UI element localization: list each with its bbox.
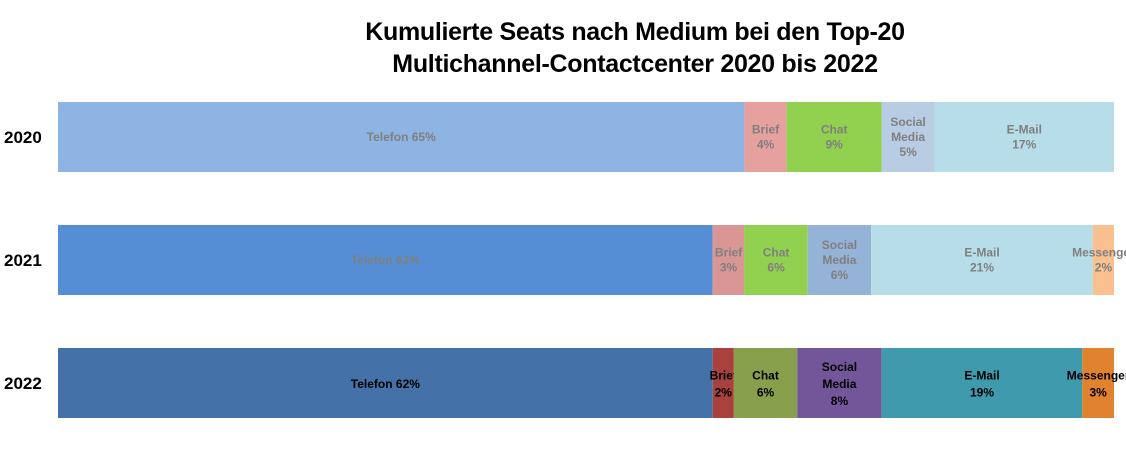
data-label-2021-brief: Brief 3% xyxy=(715,246,743,275)
year-label-2021: 2021 xyxy=(4,251,42,270)
bar-segment-2020-brief xyxy=(744,102,787,172)
chart-title-line-2: Multichannel-Contactcenter 2020 bis 2022 xyxy=(392,50,878,78)
bar-segment-2022-e-mail xyxy=(881,348,1083,418)
data-label-2022-chat: Chat 6% xyxy=(752,368,779,399)
chart-title-line-1: Kumulierte Seats nach Medium bei den Top… xyxy=(365,18,905,46)
data-label-2021-social-media: Social Media 6% xyxy=(822,238,857,282)
data-label-2020-e-mail: E-Mail 17% xyxy=(1007,123,1042,152)
bar-segment-2020-e-mail xyxy=(934,102,1114,172)
bar-segment-2022-messenger xyxy=(1082,348,1114,418)
bar-segment-2021-e-mail xyxy=(871,225,1093,295)
year-label-2022: 2022 xyxy=(4,374,42,393)
bar-segment-2022-brief xyxy=(712,348,734,418)
year-label-2020: 2020 xyxy=(4,128,42,147)
bar-segment-2020-social-media xyxy=(881,102,935,172)
data-label-2021-messenger: Messenger2% xyxy=(1072,246,1126,275)
data-label-2020-social-media: Social Media 5% xyxy=(890,115,925,159)
data-label-2022-social-media: Social Media 8% xyxy=(822,360,857,408)
data-label-2021-chat: Chat 6% xyxy=(763,246,790,275)
data-label-2021-e-mail: E-Mail 21% xyxy=(964,246,999,275)
data-label-2020-telefon: Telefon 65% xyxy=(367,130,436,144)
data-label-2022-telefon: Telefon 62% xyxy=(351,377,420,391)
data-label-2021-telefon: Telefon 62% xyxy=(351,253,420,267)
bar-segment-2021-chat xyxy=(744,225,808,295)
bar-segment-2022-telefon xyxy=(58,348,713,418)
data-label-2022-messenger: Messenger 3% xyxy=(1067,368,1126,399)
bar-segment-2020-chat xyxy=(786,102,882,172)
bar-segment-2021-social-media xyxy=(807,225,872,295)
bar-segment-2020-telefon xyxy=(58,102,745,172)
bar-segment-2021-telefon xyxy=(58,225,713,295)
data-label-2020-brief: Brief 4% xyxy=(752,123,780,152)
bar-segment-2021-brief xyxy=(712,225,745,295)
data-label-2022-e-mail: E-Mail 19% xyxy=(964,368,999,399)
chart-title: Kumulierte Seats nach Medium bei den Top… xyxy=(270,16,1000,80)
bar-segment-2021-messenger xyxy=(1092,225,1114,295)
data-label-2020-chat: Chat 9% xyxy=(821,123,848,152)
bar-segment-2022-chat xyxy=(733,348,798,418)
bar-segment-2022-social-media xyxy=(797,348,882,418)
data-label-2022-brief: Brief 2% xyxy=(710,368,738,399)
